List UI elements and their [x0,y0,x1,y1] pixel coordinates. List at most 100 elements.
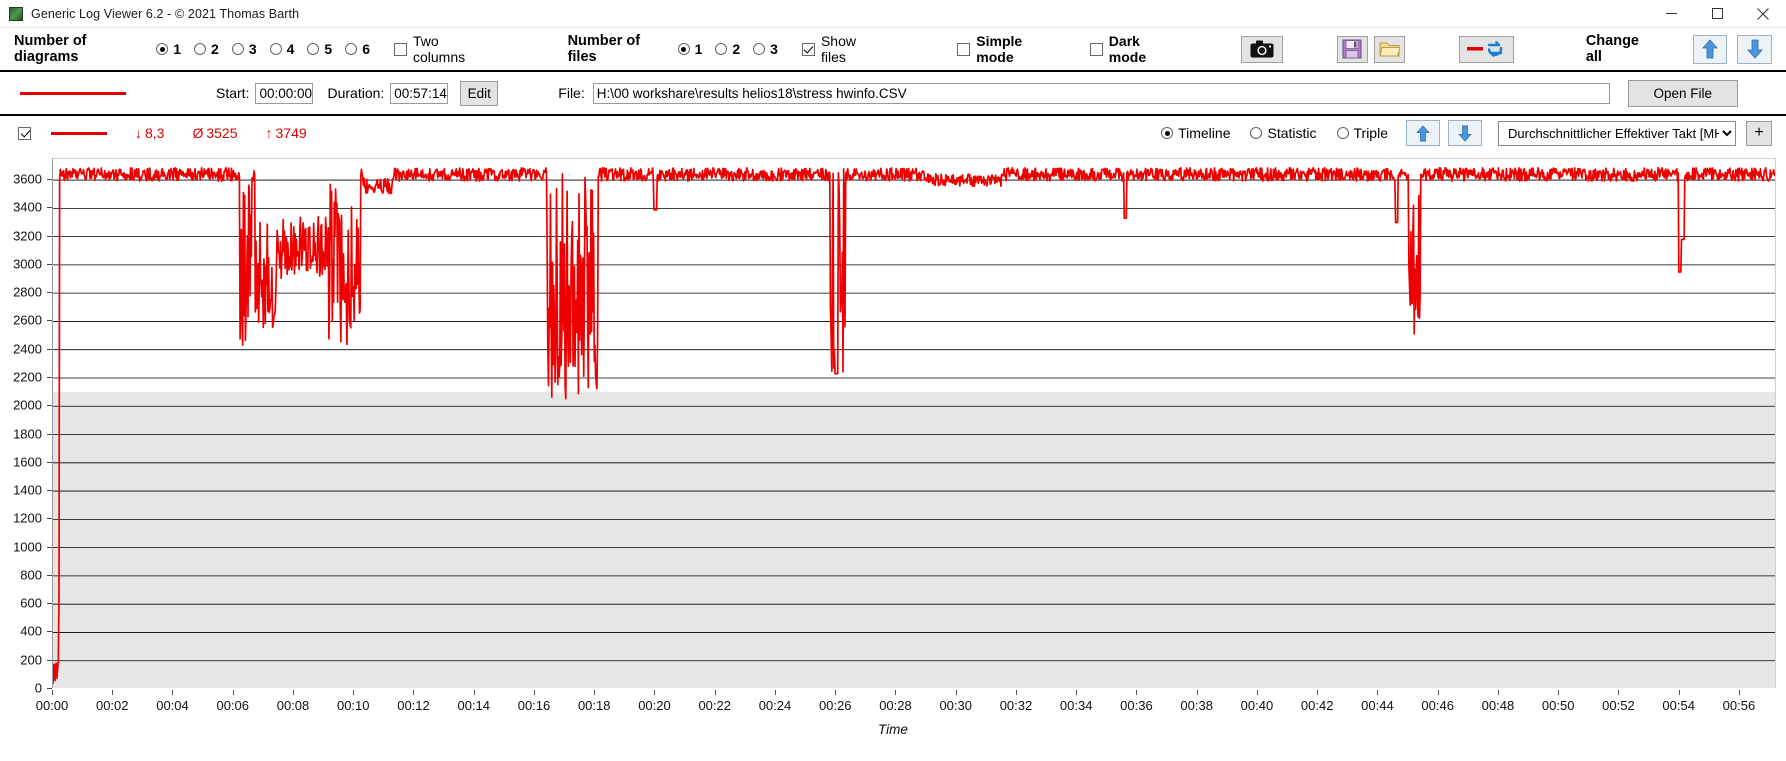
max-arrow-icon: ↑ [265,125,273,141]
y-axis-tick [47,348,52,350]
start-input[interactable]: 00:00:00 [255,82,314,104]
radio-files-3[interactable]: 3 [753,41,778,57]
y-axis-tick [47,490,52,492]
average-symbol-icon: Ø [192,125,204,141]
file-path-input[interactable]: H:\00 workshare\results helios18\stress … [592,82,1610,104]
main-toolbar: Number of diagrams 1 2 3 4 5 6 Two colum… [0,28,1786,72]
folder-icon[interactable] [1373,35,1406,63]
x-axis-tick-label: 00:10 [336,698,370,713]
series-color-swatch [20,91,126,95]
refresh-icon[interactable] [1459,35,1514,63]
maximize-icon[interactable] [1694,0,1740,28]
open-file-button[interactable]: Open File [1627,79,1738,107]
min-value: 8,3 [145,125,165,141]
radio-dot-icon [345,43,358,55]
x-axis-tick-label: 00:54 [1662,698,1695,713]
checkbox-icon [957,42,971,56]
close-icon[interactable] [1740,0,1786,28]
series-up-arrow-icon[interactable] [1406,120,1440,146]
series-legend-swatch [51,131,107,135]
y-axis-tick-label: 2800 [13,284,42,300]
radio-files-1[interactable]: 1 [677,41,702,57]
window-title: Generic Log Viewer 6.2 - © 2021 Thomas B… [31,6,300,21]
radio-view-triple[interactable]: Triple [1336,125,1388,141]
y-axis-tick [47,292,52,294]
floppy-disk-icon[interactable] [1336,35,1368,63]
radio-diagrams-4[interactable]: 4 [269,41,294,57]
file-label: File: [558,85,585,101]
radio-view-timeline[interactable]: Timeline [1161,125,1230,141]
number-of-files-radio-group: 1 2 3 [664,41,778,57]
y-axis-tick-label: 1000 [13,539,42,555]
number-of-files-label: Number of files [567,33,641,65]
radio-diagrams-3[interactable]: 3 [231,41,257,57]
x-axis-tick-label: 00:56 [1722,698,1756,713]
radio-diagrams-1[interactable]: 1 [156,41,181,57]
y-axis-tick-label: 2400 [13,341,42,357]
x-axis-tick [232,690,234,695]
series-enabled-checkbox[interactable] [18,126,31,140]
duration-input[interactable]: 00:57:14 [390,82,449,104]
x-axis-tick [1015,690,1017,695]
y-axis-tick-label: 800 [20,567,42,583]
two-columns-checkbox[interactable]: Two columns [394,33,486,65]
radio-view-statistic[interactable]: Statistic [1250,125,1317,141]
x-axis-tick [955,690,957,695]
x-axis-tick-label: 00:26 [818,698,852,713]
y-axis-tick [47,179,52,181]
x-axis-tick-label: 00:44 [1361,698,1394,713]
y-axis-tick-label: 600 [20,595,42,611]
change-all-up-arrow-icon[interactable] [1692,34,1728,64]
add-series-button[interactable]: + [1746,120,1772,146]
x-axis-tick [714,690,716,695]
x-axis-tick-label: 00:00 [35,698,69,713]
y-axis-tick [47,546,52,548]
radio-dot-icon [677,43,690,55]
y-axis-tick [47,207,52,209]
radio-diagrams-5[interactable]: 5 [307,41,332,57]
plot-wrapper: 0 200 400 600 800 1000 1200 1400 1600 1800 2000 220… [0,150,1786,737]
edit-button[interactable]: Edit [460,80,499,106]
y-axis-tick [47,461,52,463]
x-axis-title: Time [878,722,908,737]
number-of-diagrams-radio-group: 1 2 3 4 5 6 [142,41,370,57]
radio-dot-icon [231,43,244,55]
sensor-select[interactable]: Durchschnittlicher Effektiver Takt [MHz] [1498,120,1736,146]
x-axis-tick-label: 00:28 [879,698,912,713]
y-axis-tick [47,688,52,689]
radio-diagrams-2[interactable]: 2 [194,41,219,57]
x-axis-tick-label: 00:40 [1240,698,1274,713]
series-max-stat: ↑ 3749 [266,125,307,141]
radio-files-2[interactable]: 2 [715,41,740,57]
y-axis-tick [47,631,52,633]
minimize-icon[interactable] [1648,0,1694,28]
y-axis-tick [47,320,52,322]
y-axis-tick [47,574,52,576]
radio-dot-icon [753,43,766,55]
avg-value: 3525 [206,125,238,141]
simple-mode-checkbox[interactable]: Simple mode [957,33,1054,65]
y-axis-tick [47,263,52,265]
y-axis-tick-label: 2600 [13,312,42,328]
radio-diagrams-6[interactable]: 6 [345,41,370,57]
camera-icon[interactable] [1240,35,1283,63]
y-axis-tick [47,235,52,237]
y-axis-tick-label: 3600 [13,171,42,187]
x-axis-tick-label: 00:12 [397,698,430,713]
window-controls [1648,0,1786,28]
series-down-arrow-icon[interactable] [1448,120,1482,146]
y-axis-tick-label: 3200 [13,228,42,244]
plot-canvas[interactable] [52,158,1776,688]
show-files-checkbox[interactable]: Show files [801,33,877,65]
x-axis-tick-label: 00:18 [577,698,611,713]
dark-mode-checkbox[interactable]: Dark mode [1089,33,1173,65]
x-axis-tick [774,690,776,695]
checkbox-icon [1089,42,1103,56]
y-axis-tick [47,603,52,605]
x-axis-tick-label: 00:24 [758,698,792,713]
change-all-down-arrow-icon[interactable] [1737,34,1772,64]
series-avg-stat: Ø 3525 [192,125,237,141]
checkbox-icon [394,42,407,56]
y-axis-tick-label: 400 [20,623,42,639]
x-axis-tick [1256,690,1258,695]
